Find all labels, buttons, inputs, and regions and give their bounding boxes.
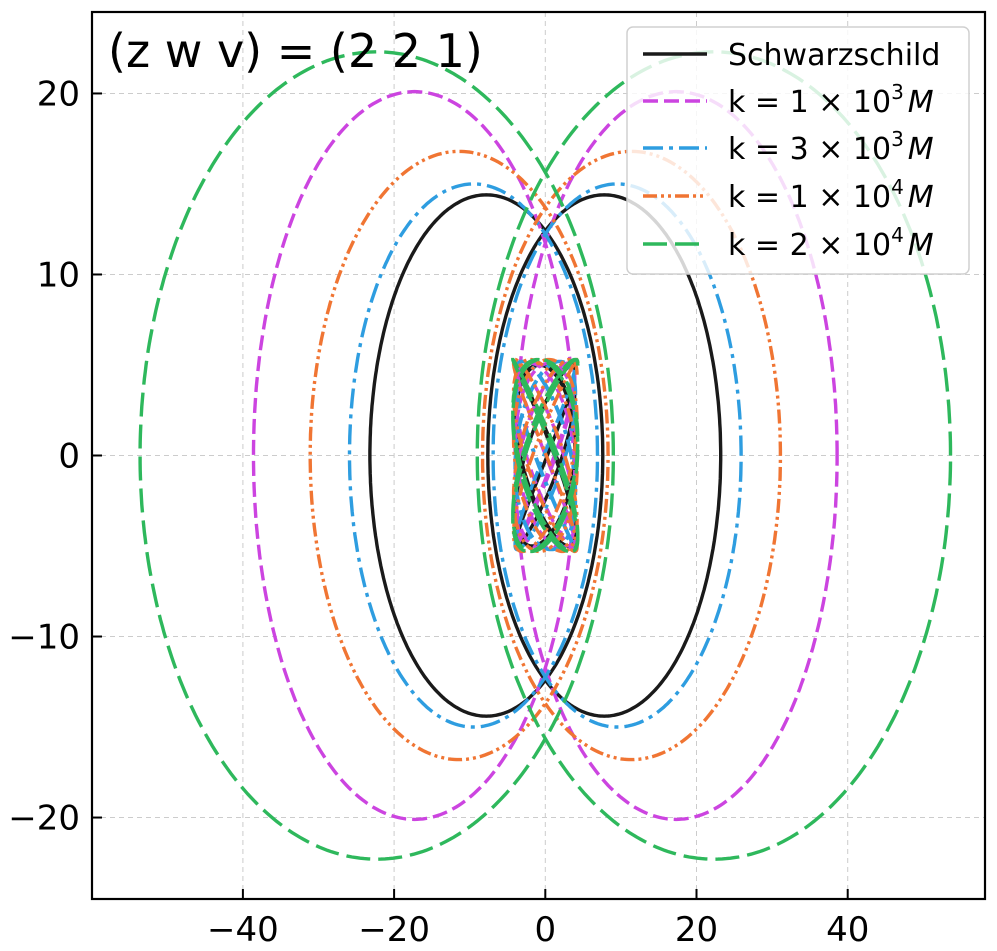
y-tick-label: 20 — [37, 74, 80, 114]
y-tick-label: −20 — [8, 799, 80, 839]
legend-label-k1e3: k = 1 × 103 M — [728, 80, 934, 120]
x-tick-label: 40 — [826, 910, 869, 950]
y-tick-label: −10 — [8, 618, 80, 658]
legend-label-k3e3: k = 3 × 103 M — [728, 127, 934, 167]
x-tick-label: −40 — [207, 910, 279, 950]
curves — [138, 50, 953, 861]
orbit-annotation: (z w v) = (2 2 1) — [108, 24, 483, 78]
y-tick-label: 10 — [37, 255, 80, 295]
x-tick-label: 20 — [675, 910, 718, 950]
y-tick-label: 0 — [58, 437, 80, 477]
tick-labels: −40 −20 0 20 40 −20 −10 0 10 20 — [8, 74, 869, 950]
x-tick-label: 0 — [534, 910, 556, 950]
outer-lobe — [138, 50, 615, 861]
legend: Schwarzschild k = 1 × 103 M k = 3 × 103 M … — [626, 26, 970, 275]
x-tick-label: −20 — [358, 910, 430, 950]
legend-box — [626, 26, 970, 275]
legend-label-schwarzschild: Schwarzschild — [728, 38, 940, 73]
legend-label-k2e4: k = 2 × 104 M — [728, 223, 934, 263]
outer-lobe — [475, 50, 953, 861]
outer-lobe — [480, 149, 783, 762]
legend-label-k1e4: k = 1 × 104 M — [728, 175, 934, 215]
ticks — [92, 92, 849, 899]
series-4 — [138, 50, 953, 861]
inner-rosette — [511, 357, 580, 554]
